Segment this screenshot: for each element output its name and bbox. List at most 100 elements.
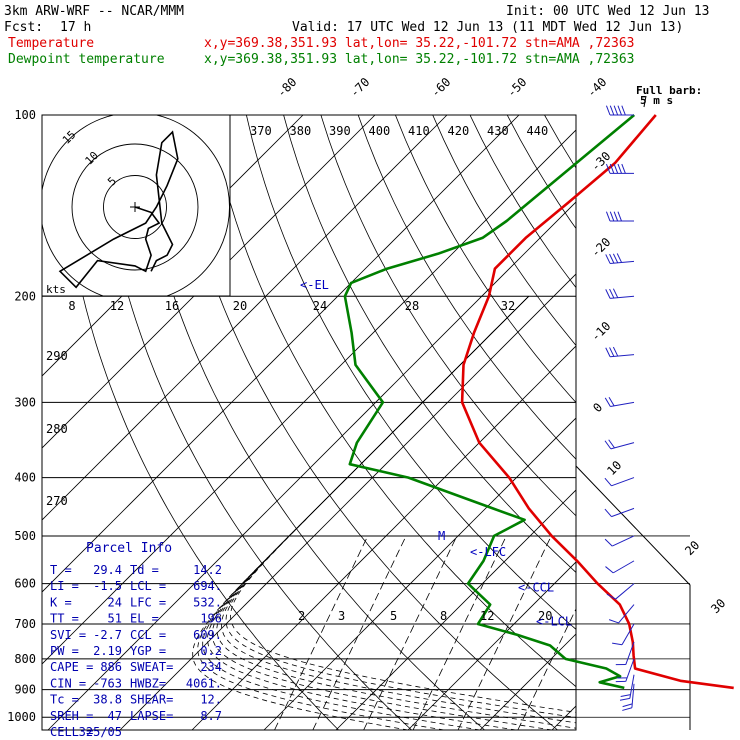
- parcel-info-cell: CAPE =: [50, 660, 93, 674]
- temperature-label: -40: [584, 75, 609, 100]
- pressure-label: 800: [14, 652, 36, 666]
- mixing-ratio-label: 3: [338, 609, 345, 623]
- pressure-label: 300: [14, 395, 36, 409]
- wind-barb-staff: [625, 641, 635, 665]
- theta-label: 280: [46, 422, 68, 436]
- dry-adiabat: [96, 115, 412, 730]
- parcel-info-cell: EL =: [130, 612, 159, 626]
- moist-adiabat: [211, 296, 553, 730]
- isotherm: [47, 201, 576, 730]
- wind-barb-flag: [605, 289, 611, 299]
- isotherm: [42, 129, 576, 665]
- mixing-ratio-label: 12: [480, 609, 494, 623]
- wind-barb-flag: [617, 105, 622, 116]
- model-title: 3km ARW-WRF -- NCAR/MMM: [4, 4, 184, 19]
- wind-barb-flag: [604, 508, 612, 517]
- lcl-marker: <-LCL: [536, 615, 572, 629]
- wind-barb-flag: [608, 619, 619, 624]
- dry-adiabat: [171, 115, 558, 730]
- wind-barb-flag: [608, 439, 615, 449]
- parcel-info-cell: 2.19: [93, 644, 122, 658]
- parcel-info-cell: 196: [200, 612, 222, 626]
- temperature-label: 30: [708, 596, 728, 616]
- wind-barb-flag: [605, 254, 611, 264]
- wind-barb-staff: [625, 658, 635, 682]
- wind-key-barb: [643, 95, 647, 108]
- parcel-info-cell: 694.: [193, 579, 222, 593]
- wind-barb-staff: [610, 354, 635, 358]
- theta-label: 400: [369, 124, 391, 138]
- temperature-station-info: x,y=369.38,351.93 lat,lon= 35.22,-101.72…: [204, 36, 634, 51]
- parcel-info-cell: 0.2: [200, 644, 222, 658]
- parcel-info-cell: CCL =: [130, 628, 166, 642]
- moist-adiabat: [216, 296, 576, 729]
- wind-key-unit: 5 m s: [640, 94, 673, 107]
- dry-adiabat: [208, 115, 576, 688]
- temperature-label: -70: [347, 75, 372, 100]
- wind-barb-flag: [609, 288, 615, 299]
- parcel-info-cell: K =: [50, 595, 72, 609]
- parcel-info-cell: 14.2: [193, 563, 222, 577]
- wind-barb-flag: [604, 397, 611, 407]
- moist-adiabat: [230, 296, 576, 713]
- fcst-label: Fcst:: [4, 20, 43, 35]
- dry-adiabat: [694, 115, 740, 730]
- speed-axis-label: 32: [501, 299, 515, 313]
- dry-adiabat: [544, 115, 576, 169]
- hodograph-units: kts: [46, 283, 66, 296]
- parcel-info-cell: HWBZ=: [130, 676, 166, 690]
- speed-axis-label: 16: [165, 299, 179, 313]
- mixing-ratio-label: 2: [298, 609, 305, 623]
- temperature-label: 0: [590, 400, 605, 415]
- dewpoint-profile: [343, 114, 636, 690]
- isotherm: [479, 633, 576, 730]
- moist-adiabat: [197, 296, 529, 730]
- parcel-info-cell: PW =: [50, 644, 79, 658]
- wind-barb-staff: [610, 442, 635, 450]
- theta-label: 440: [527, 124, 549, 138]
- mixing-ratio-label: 20: [538, 609, 552, 623]
- theta-label: 410: [408, 124, 430, 138]
- wind-barb-flag: [605, 347, 611, 357]
- wind-barb-staff: [611, 477, 635, 487]
- wind-barb-flag: [616, 253, 623, 263]
- temperature-label: -30: [588, 149, 613, 174]
- valid-time: Valid: 17 UTC Wed 12 Jun 13 (11 MDT Wed …: [292, 20, 683, 35]
- pressure-label: 600: [14, 577, 36, 591]
- parcel-info-cell: 51: [108, 612, 122, 626]
- dry-adiabat: [432, 115, 576, 347]
- wind-barb-flag: [612, 288, 619, 298]
- dry-adiabat: [246, 115, 576, 630]
- parcel-info-cell: LFC =: [130, 595, 166, 609]
- moist-adiabat: [192, 296, 529, 730]
- el-marker: <-EL: [300, 278, 329, 292]
- parcel-info-cell: LI =: [50, 579, 79, 593]
- parcel-info-cell: SREH =: [50, 709, 93, 723]
- dry-adiabat: [656, 115, 740, 730]
- parcel-info-cell: 4061.: [186, 676, 222, 690]
- wind-barb-flag: [605, 163, 611, 174]
- dry-adiabat: [134, 115, 485, 730]
- parcel-info-cell: -763: [93, 676, 122, 690]
- isotherm: [42, 115, 376, 449]
- dewpoint-legend: Dewpoint temperature: [8, 52, 165, 67]
- parcel-info-cell: YGP =: [130, 644, 166, 658]
- wind-barb-staff: [612, 535, 635, 547]
- wind-barb-flag: [608, 396, 615, 407]
- lfc-marker: <-LFC: [470, 545, 506, 559]
- mixing-ratio-line: [312, 535, 407, 730]
- wind-barb-flag: [612, 346, 619, 357]
- parcel-info-cell: LAPSE=: [130, 709, 173, 723]
- isotherm: [42, 115, 520, 593]
- dry-adiabat: [619, 115, 740, 730]
- parcel-info-cell: 47: [108, 709, 122, 723]
- wind-barb-flag: [622, 707, 633, 711]
- theta-label: 380: [290, 124, 312, 138]
- wind-barb-flag: [606, 593, 616, 600]
- wind-barb-flag: [612, 642, 623, 646]
- isotherm: [407, 561, 576, 730]
- speed-axis-label: 8: [68, 299, 75, 313]
- init-time: Init: 00 UTC Wed 12 Jun 13: [506, 4, 710, 19]
- parcel-info-cell: 234: [200, 660, 222, 674]
